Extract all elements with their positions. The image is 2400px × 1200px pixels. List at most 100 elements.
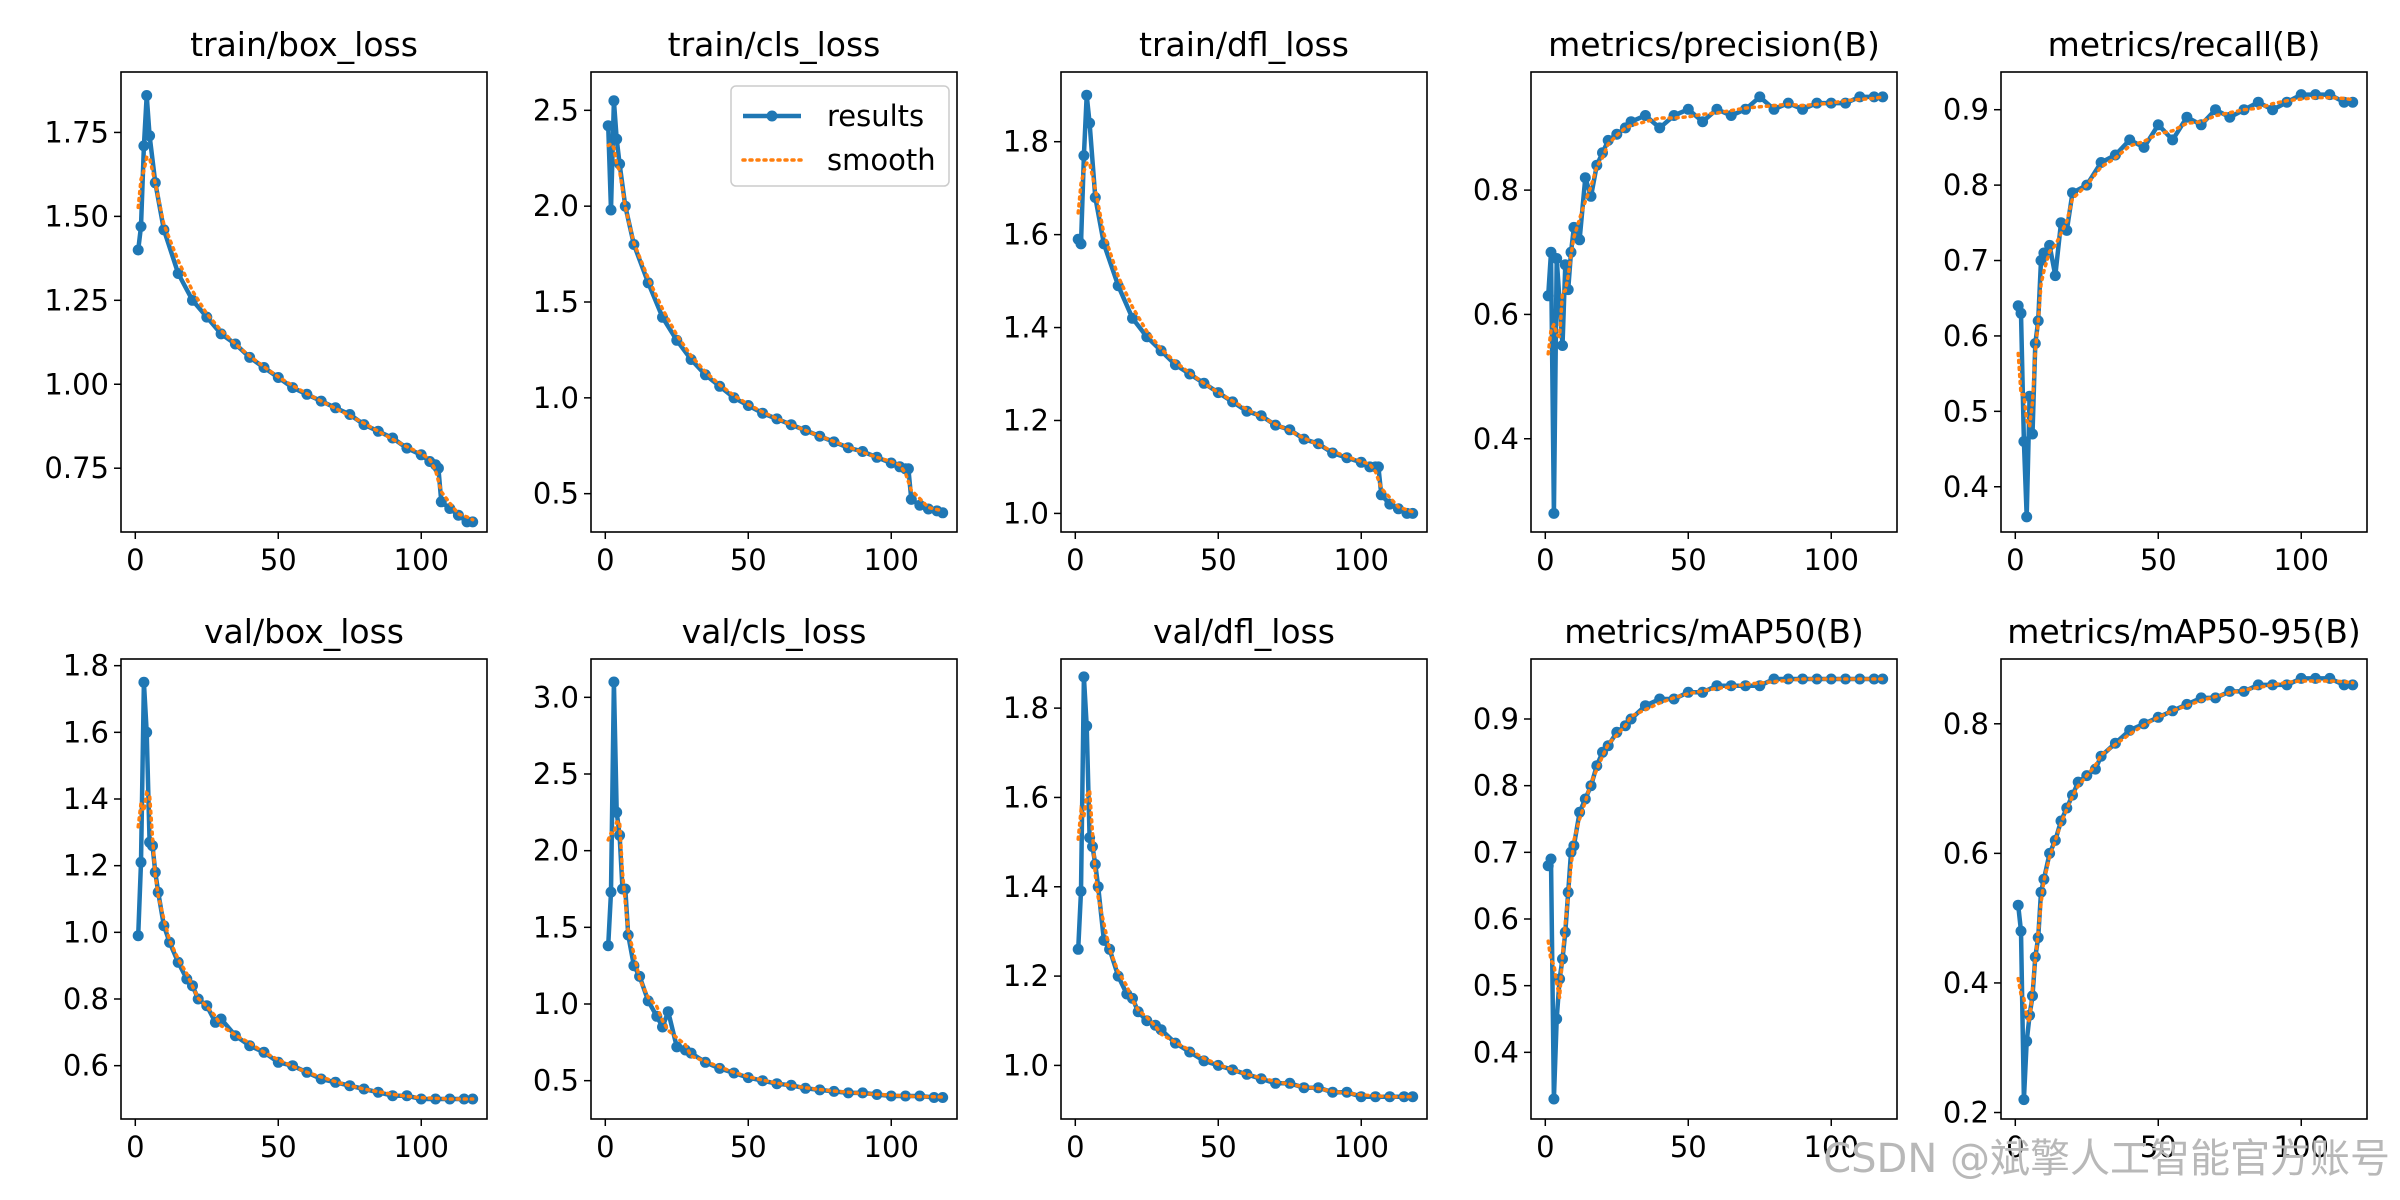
results-point <box>1355 1091 1367 1103</box>
x-tick-label: 0 <box>126 1130 144 1164</box>
x-tick-label: 50 <box>730 543 767 577</box>
results-point <box>662 1006 674 1018</box>
results-point <box>1155 1024 1167 1036</box>
x-tick-label: 0 <box>1536 543 1554 577</box>
plot-title: metrics/precision(B) <box>1548 25 1880 64</box>
x-tick-label: 50 <box>1670 1130 1707 1164</box>
results-point <box>611 806 623 818</box>
x-tick-label: 0 <box>126 543 144 577</box>
plot-title: train/box_loss <box>190 25 418 64</box>
results-point <box>1551 1013 1563 1025</box>
results-point <box>1559 259 1571 271</box>
x-tick-label: 50 <box>1200 1130 1237 1164</box>
plot-frame <box>1530 71 1898 533</box>
results-point <box>699 369 711 381</box>
y-tick-label: 1.50 <box>44 199 109 233</box>
results-point <box>642 277 654 289</box>
results-point <box>1081 720 1093 732</box>
x-tick-label: 100 <box>2274 1130 2329 1164</box>
x-tick-label: 0 <box>1536 1130 1554 1164</box>
results-point <box>2089 763 2101 775</box>
plot-frame <box>590 71 958 533</box>
results-point <box>1557 340 1568 351</box>
y-tick-label: 0.4 <box>1473 1035 1519 1069</box>
results-point <box>1877 91 1889 103</box>
results-point <box>1548 507 1560 519</box>
results-point <box>138 676 150 688</box>
results-point <box>1768 103 1780 115</box>
results-point <box>2012 899 2024 911</box>
y-tick-label: 0.5 <box>1473 969 1519 1003</box>
subplot-metrics-map50-b-: metrics/mAP50(B) 0 50 100 0.4 0.5 0.6 0.7 0.8 0.9 <box>1473 612 1898 1164</box>
plot-title: metrics/mAP50(B) <box>1564 612 1864 651</box>
x-tick-label: 50 <box>260 543 297 577</box>
y-tick-label: 1.8 <box>63 649 109 683</box>
smooth-series-line <box>136 155 475 522</box>
results-point <box>138 140 150 152</box>
results-point <box>2295 89 2307 101</box>
smooth-series-line <box>1076 784 1415 1099</box>
y-tick-label: 1.4 <box>1003 311 1049 345</box>
results-point <box>2138 141 2150 153</box>
x-tick-label: 100 <box>1804 543 1859 577</box>
results-point <box>608 95 620 107</box>
x-tick-label: 100 <box>394 1130 449 1164</box>
y-tick-label: 2.5 <box>533 93 579 127</box>
x-tick-label: 50 <box>730 1130 767 1164</box>
results-point <box>2124 134 2136 146</box>
results-point <box>671 1041 683 1053</box>
results-point <box>1078 150 1090 162</box>
legend-results-marker <box>766 110 778 122</box>
y-tick-label: 2.5 <box>533 757 579 791</box>
plot-title: train/dfl_loss <box>1139 25 1349 64</box>
results-point <box>1127 312 1138 324</box>
smooth-series-line <box>2016 679 2355 1028</box>
x-tick-label: 0 <box>2006 543 2024 577</box>
y-tick-label: 0.6 <box>1943 836 1989 870</box>
y-tick-label: 1.6 <box>1003 218 1049 252</box>
y-tick-label: 0.7 <box>1943 244 1989 278</box>
smooth-series-line <box>136 789 475 1101</box>
plot-frame <box>2000 658 2368 1120</box>
subplot-val-box-loss: val/box_loss 0 50 100 0.6 0.8 1.0 1.2 1.4 1.6 1.8 <box>63 612 488 1164</box>
subplot-val-cls-loss: val/cls_loss 0 50 100 0.5 1.0 1.5 2.0 2.5 3.0 <box>533 612 958 1164</box>
y-tick-label: 0.4 <box>1943 470 1989 504</box>
results-point <box>2049 270 2061 282</box>
results-point <box>132 244 144 256</box>
y-tick-label: 0.7 <box>1473 835 1519 869</box>
y-tick-label: 1.0 <box>533 381 579 415</box>
results-point <box>685 354 697 365</box>
y-tick-label: 0.75 <box>44 451 109 485</box>
smooth-series-line <box>2016 95 2355 433</box>
results-point <box>1579 172 1591 184</box>
results-point <box>1574 234 1586 246</box>
results-point <box>1078 671 1090 683</box>
plot-title: train/cls_loss <box>668 25 881 64</box>
y-tick-label: 0.4 <box>1473 422 1519 456</box>
results-point <box>1081 89 1093 101</box>
x-tick-label: 50 <box>2140 543 2177 577</box>
results-point <box>141 726 153 738</box>
y-tick-label: 0.5 <box>1943 394 1989 428</box>
x-tick-label: 100 <box>1334 1130 1389 1164</box>
y-tick-label: 1.4 <box>1003 870 1049 904</box>
x-tick-label: 0 <box>2006 1130 2024 1164</box>
plot-frame <box>2000 71 2368 533</box>
y-tick-label: 0.8 <box>1473 173 1519 207</box>
y-tick-label: 1.2 <box>63 849 109 883</box>
y-tick-label: 0.8 <box>1943 168 1989 202</box>
results-point <box>1075 885 1087 897</box>
x-tick-label: 100 <box>1804 1130 1859 1164</box>
results-point <box>2167 134 2179 146</box>
results-point <box>201 311 213 323</box>
x-tick-label: 50 <box>1670 543 1707 577</box>
y-tick-label: 0.6 <box>1473 902 1519 936</box>
results-point <box>1654 122 1666 134</box>
results-point <box>642 995 654 1007</box>
results-point <box>1169 359 1181 371</box>
results-point <box>1084 117 1096 129</box>
results-point <box>2027 428 2038 440</box>
results-point <box>608 676 620 688</box>
